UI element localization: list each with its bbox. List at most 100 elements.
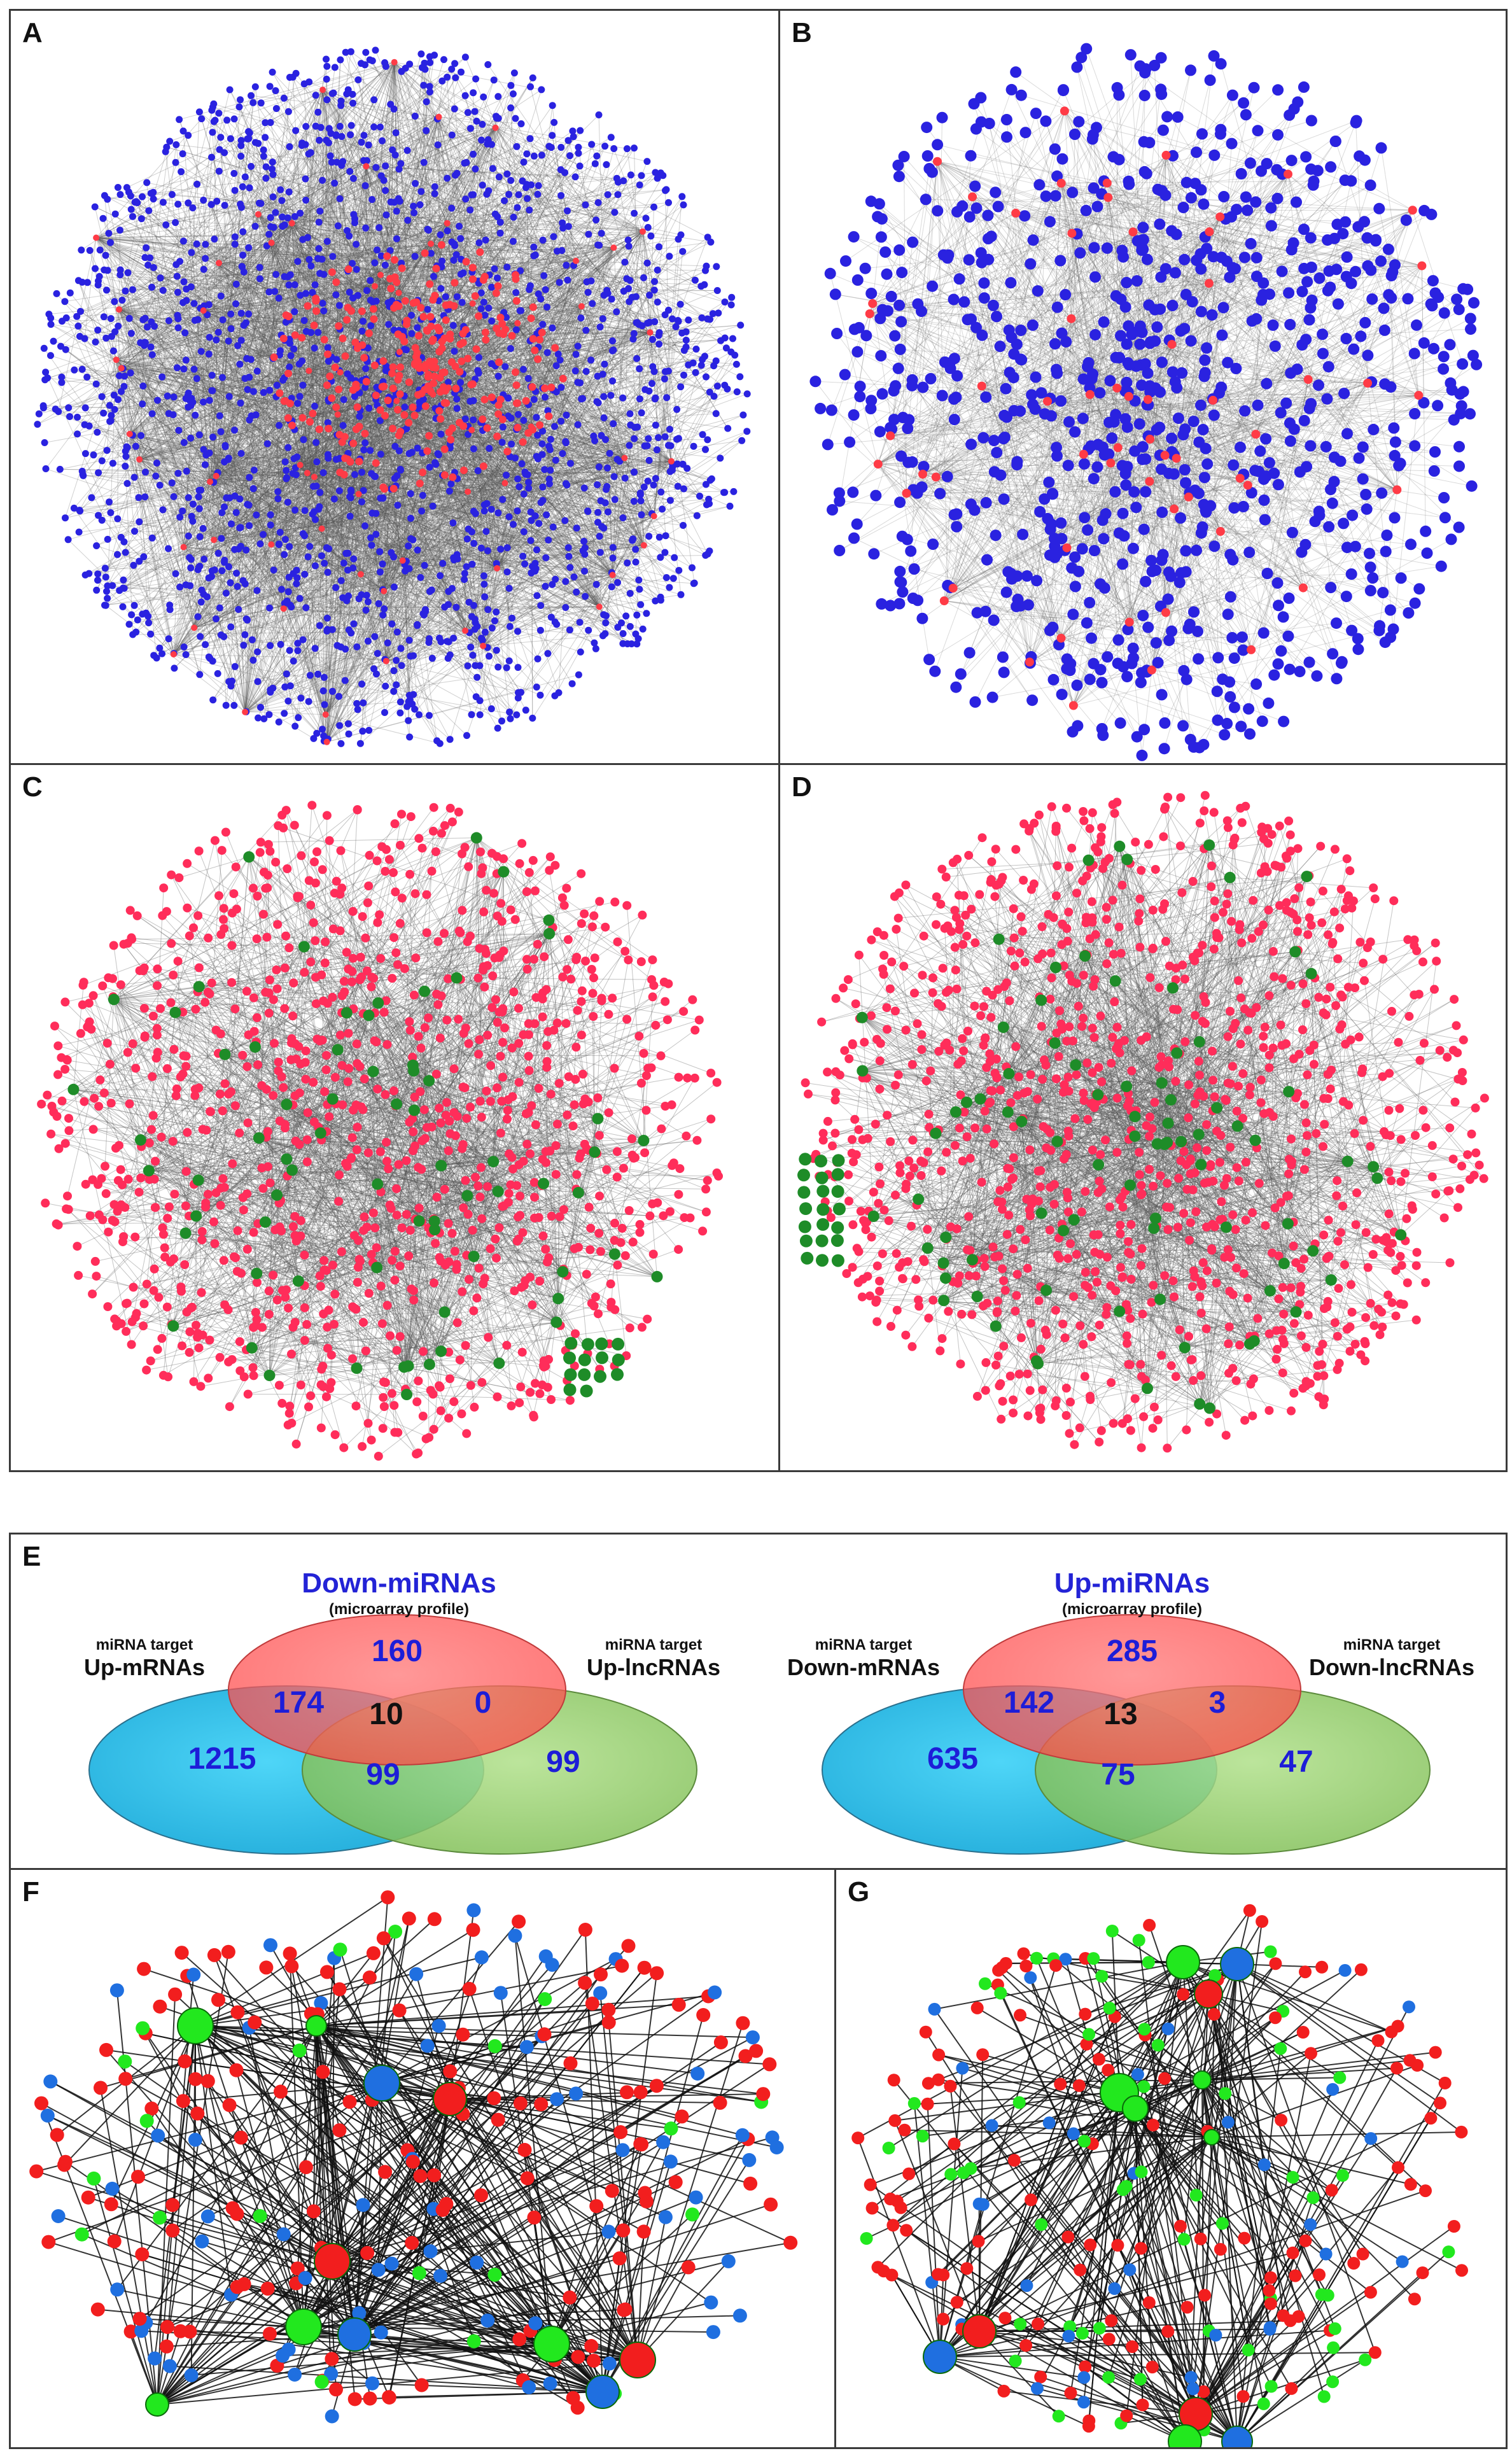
target-node xyxy=(1420,525,1432,537)
target-node xyxy=(341,677,349,684)
target-node xyxy=(484,547,491,554)
target-node xyxy=(1294,666,1306,678)
target-node xyxy=(426,712,433,719)
target-node xyxy=(1360,489,1372,500)
target-node xyxy=(168,479,176,487)
target-node xyxy=(1364,561,1376,573)
target-node xyxy=(362,966,372,976)
target-node xyxy=(447,817,457,827)
target-node xyxy=(471,1172,480,1182)
target-node xyxy=(445,638,452,645)
target-node xyxy=(231,426,238,434)
target-node xyxy=(105,1060,115,1069)
target-node xyxy=(442,1015,452,1025)
target-node xyxy=(462,1429,472,1438)
target-node xyxy=(1139,67,1151,79)
target-node xyxy=(1303,402,1315,414)
target-node xyxy=(344,566,351,574)
target-node xyxy=(538,451,546,458)
target-node xyxy=(332,132,340,139)
target-node xyxy=(271,857,281,867)
target-node xyxy=(1231,1225,1240,1234)
target-node xyxy=(280,963,290,973)
target-node xyxy=(260,531,267,538)
target-node xyxy=(727,348,735,356)
mirna-node xyxy=(344,304,352,312)
target-node xyxy=(1137,234,1149,246)
target-node xyxy=(47,1102,57,1111)
target-node xyxy=(306,957,316,967)
target-node xyxy=(542,554,550,561)
target-node xyxy=(510,213,517,221)
target-node xyxy=(227,310,235,318)
target-node xyxy=(651,318,659,325)
target-node xyxy=(1126,1220,1136,1229)
target-node xyxy=(1211,685,1223,698)
target-node xyxy=(466,1102,475,1112)
target-node xyxy=(697,362,705,369)
target-node xyxy=(422,928,431,938)
target-node xyxy=(639,1049,648,1058)
mirna-node xyxy=(365,329,373,337)
target-node xyxy=(269,68,276,76)
target-node xyxy=(571,367,579,375)
target-node xyxy=(132,442,139,450)
mirna-node xyxy=(529,335,537,343)
target-node xyxy=(197,633,204,640)
target-node xyxy=(1011,459,1023,471)
target-node xyxy=(237,137,245,144)
mirna-node xyxy=(451,972,463,984)
target-node xyxy=(95,512,102,519)
target-node xyxy=(405,1017,414,1027)
target-node xyxy=(195,487,203,494)
target-node xyxy=(157,1132,166,1142)
target-node xyxy=(596,241,603,249)
mirna-node xyxy=(357,571,364,578)
mirna-node xyxy=(519,438,527,446)
target-node xyxy=(1044,909,1053,919)
target-node xyxy=(1032,285,1044,297)
target-node xyxy=(549,102,556,109)
target-node xyxy=(1044,523,1056,535)
target-node xyxy=(630,330,638,337)
target-node xyxy=(234,342,242,349)
target-node xyxy=(191,1004,200,1014)
target-node xyxy=(1102,915,1111,924)
target-node xyxy=(422,890,431,899)
mirna-node xyxy=(355,458,363,466)
target-node xyxy=(163,143,171,151)
target-node xyxy=(488,283,496,291)
target-node xyxy=(531,1120,540,1130)
target-node xyxy=(370,665,377,673)
target-node xyxy=(515,859,524,868)
target-node xyxy=(1131,838,1140,847)
target-node xyxy=(300,436,307,444)
target-node xyxy=(568,680,576,687)
target-node xyxy=(675,1164,685,1174)
target-node xyxy=(955,668,967,680)
target-node xyxy=(302,604,310,612)
target-node xyxy=(991,447,1003,459)
target-node xyxy=(901,1184,911,1193)
target-node xyxy=(541,1147,550,1156)
target-node xyxy=(351,471,358,479)
mirna-node xyxy=(446,330,454,339)
target-node xyxy=(1196,521,1208,533)
target-node xyxy=(391,442,399,450)
mirna-node xyxy=(493,432,501,440)
target-node xyxy=(514,1039,524,1048)
target-node xyxy=(1263,457,1275,469)
target-node xyxy=(317,123,325,131)
target-node xyxy=(1219,729,1231,741)
target-node xyxy=(1352,633,1364,645)
target-node xyxy=(1195,305,1207,318)
mirna-node xyxy=(1113,443,1123,453)
target-node xyxy=(1121,338,1133,350)
target-node xyxy=(401,346,409,353)
target-node xyxy=(1278,974,1287,983)
target-node xyxy=(255,714,262,722)
target-node xyxy=(319,1256,329,1265)
target-node xyxy=(299,381,307,389)
target-node xyxy=(336,722,344,729)
target-node xyxy=(944,1307,953,1316)
